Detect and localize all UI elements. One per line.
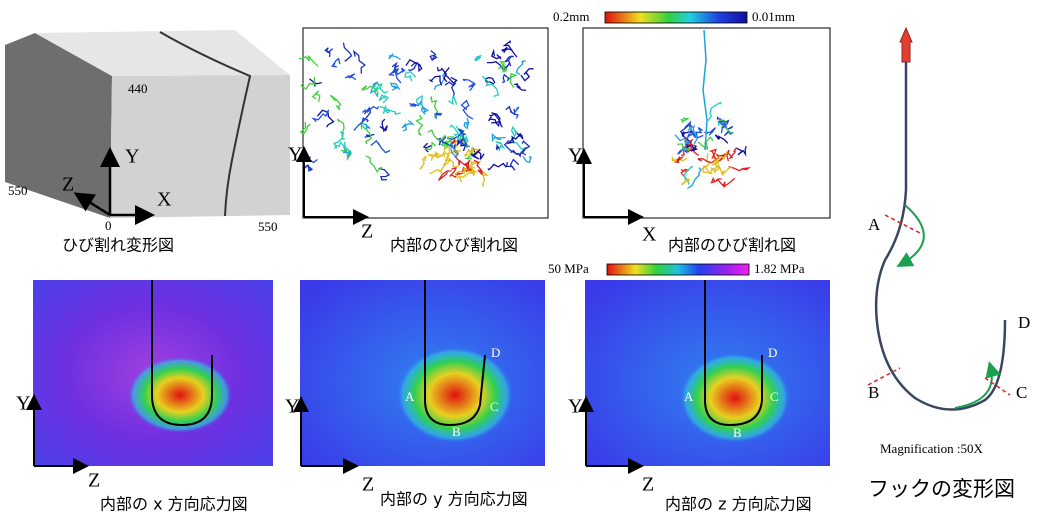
axis-label: Z — [361, 221, 373, 243]
point-label: D — [1018, 313, 1030, 332]
axis-label: Y — [16, 393, 30, 415]
point-label: A — [405, 389, 415, 404]
axis-label: Z — [62, 174, 74, 196]
stress-hotspot — [128, 357, 232, 433]
scale-max: 0.2mm — [553, 9, 589, 24]
hook-shape — [876, 62, 1005, 410]
axis-label: X — [157, 189, 172, 211]
caption: 内部の y 方向応力図 — [380, 490, 528, 509]
point-label: C — [770, 389, 779, 404]
axis-label: Y — [285, 396, 299, 418]
dimension-label: 550 — [258, 219, 278, 234]
magnification: Magnification :50X — [880, 441, 984, 456]
point-label: A — [868, 215, 881, 234]
caption: 内部のひび割れ図 — [668, 236, 796, 255]
axis-label: Y — [568, 145, 582, 167]
caption: ひび割れ変形図 — [62, 236, 174, 255]
axis-label: Y — [288, 144, 302, 166]
point-label: C — [1016, 383, 1027, 402]
axis-label: Z — [88, 470, 100, 492]
hook-diagram: A B C D Magnification :50X フックの変形図 — [868, 28, 1030, 501]
crack-xy-panel: Y X 内部のひび割れ図 — [568, 28, 830, 255]
axis-label: Y — [125, 146, 139, 168]
point-label: C — [490, 399, 499, 414]
caption: 内部の x 方向応力図 — [100, 495, 248, 514]
point-label: D — [491, 345, 500, 360]
axis-label: Z — [642, 474, 654, 496]
crack-colorbar: 0.2mm 0.01mm — [553, 9, 795, 24]
crack-zy-panel: Y Z 内部のひび割れ図 — [288, 28, 548, 255]
dimension-label: 550 — [8, 183, 28, 198]
caption: 内部の z 方向応力図 — [665, 495, 812, 514]
scale-max: 50 MPa — [548, 261, 589, 276]
scale-min: 1.82 MPa — [754, 261, 805, 276]
point-label: B — [452, 424, 461, 439]
stress-z-panel: Y Z A B C D 内部の z 方向応力図 — [568, 280, 830, 514]
stress-y-panel: Y Z A B C D 内部の y 方向応力図 — [285, 280, 545, 509]
dimension-label: 0 — [105, 218, 112, 233]
scale-min: 0.01mm — [752, 9, 795, 24]
stress-x-panel: Y Z 内部の x 方向応力図 — [16, 280, 273, 514]
stress-colorbar: 50 MPa 1.82 MPa — [548, 261, 805, 276]
caption: 内部のひび割れ図 — [390, 236, 518, 255]
load-arrow — [900, 28, 912, 62]
point-label: B — [868, 383, 879, 402]
point-label: B — [733, 425, 742, 440]
colorbar — [605, 12, 747, 23]
axis-label: Y — [568, 396, 582, 418]
cube: Y Z X 440 550 0 550 ひび割れ変形図 — [5, 30, 290, 255]
point-label: D — [768, 345, 777, 360]
axis-label: Z — [362, 474, 374, 496]
point-label: A — [684, 389, 694, 404]
caption: フックの変形図 — [868, 477, 1015, 501]
axis-label: X — [642, 224, 657, 246]
colorbar — [607, 264, 749, 275]
moment-arrow — [955, 365, 992, 408]
figure: Y Z X 440 550 0 550 ひび割れ変形図 Y Z 内部のひび割れ図… — [0, 0, 1052, 517]
dimension-label: 440 — [128, 81, 148, 96]
